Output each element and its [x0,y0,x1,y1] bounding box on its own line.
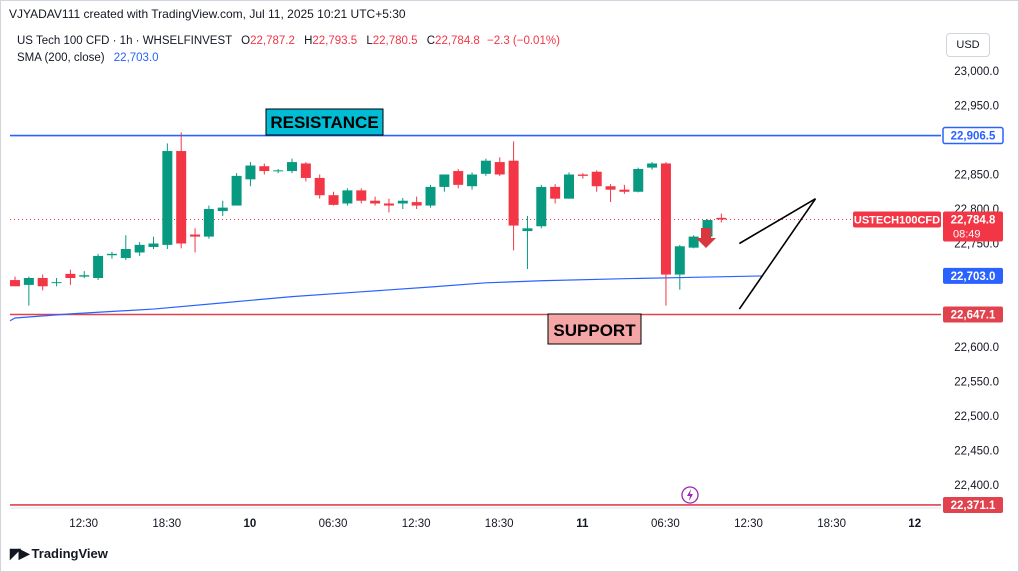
tradingview-brand[interactable]: ◤▶ TradingView [10,545,108,562]
brand-name: TradingView [31,546,108,561]
close-value: 22,784.8 [435,35,480,47]
currency-button[interactable]: USD [946,33,990,57]
author-credit: VJYADAV111 created with TradingView.com,… [9,7,406,21]
open-label: O [241,35,251,47]
sma-value: 22,703.0 [113,52,159,64]
low-label: L [366,35,373,47]
change-value: −2.3 (−0.01%) [487,35,560,47]
sma-label[interactable]: SMA (200, close) [17,52,105,64]
indicator-legend: SMA (200, close) 22,703.0 [17,52,159,64]
close-label: C [426,35,436,47]
tradingview-logo-icon: ◤▶ [10,545,29,561]
high-value: 22,793.5 [312,35,358,47]
symbol-name[interactable]: US Tech 100 CFD · 1h · WHSELFINVEST [17,35,232,47]
symbol-legend: US Tech 100 CFD · 1h · WHSELFINVEST O22,… [17,35,560,47]
open-value: 22,787.2 [250,35,295,47]
low-value: 22,780.5 [372,35,418,47]
high-label: H [304,35,313,47]
